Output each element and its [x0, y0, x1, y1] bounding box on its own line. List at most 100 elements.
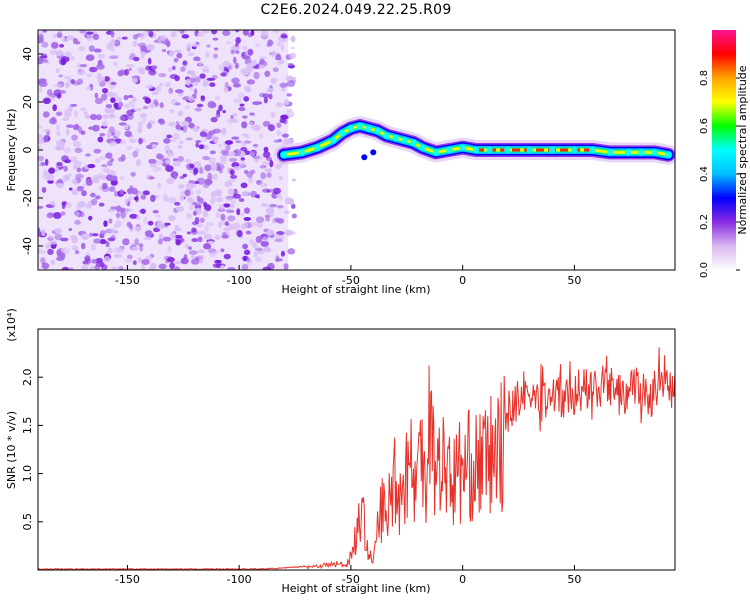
- noise-speckle: [47, 248, 54, 256]
- noise-speckle: [209, 150, 216, 155]
- noise-speckle: [227, 188, 235, 196]
- noise-speckle: [173, 227, 182, 232]
- noise-speckle: [193, 88, 198, 95]
- noise-speckle: [64, 110, 72, 118]
- noise-speckle: [124, 207, 134, 213]
- noise-speckle: [276, 122, 282, 129]
- noise-speckle: [38, 79, 47, 84]
- noise-speckle: [174, 102, 181, 106]
- noise-speckle: [235, 30, 240, 33]
- noise-speckle: [182, 60, 188, 66]
- spectrogram-x-tick-label: -100: [227, 274, 252, 287]
- noise-speckle: [242, 222, 248, 229]
- noise-speckle: [233, 83, 242, 88]
- noise-speckle: [56, 161, 63, 167]
- noise-speckle: [186, 212, 193, 219]
- snr-y-tick-label: 1.5: [21, 417, 34, 435]
- noise-speckle: [136, 214, 141, 220]
- noise-speckle: [176, 52, 183, 59]
- noise-speckle: [212, 53, 218, 59]
- noise-speckle: [168, 121, 176, 127]
- noise-speckle: [191, 43, 200, 48]
- ridge-point: [446, 146, 453, 154]
- noise-speckle: [139, 33, 145, 40]
- noise-speckle: [195, 189, 201, 195]
- ridge-point: [472, 146, 480, 154]
- noise-speckle: [41, 262, 50, 270]
- noise-speckle: [132, 260, 137, 266]
- noise-speckle: [99, 133, 106, 137]
- noise-speckle: [113, 39, 121, 47]
- noise-speckle: [41, 186, 47, 193]
- noise-speckle: [63, 165, 68, 172]
- noise-speckle: [121, 36, 128, 40]
- noise-speckle: [127, 198, 132, 202]
- noise-speckle: [173, 174, 177, 180]
- noise-speckle: [38, 249, 47, 254]
- noise-speckle: [242, 115, 248, 119]
- noise-speckle: [120, 211, 126, 219]
- noise-speckle: [93, 238, 101, 244]
- noise-speckle: [56, 183, 64, 189]
- noise-speckle: [84, 203, 93, 209]
- noise-speckle: [276, 205, 284, 209]
- spectrogram-x-tick-label: -50: [342, 274, 360, 287]
- noise-speckle: [187, 95, 195, 102]
- noise-speckle: [168, 215, 176, 222]
- noise-speckle: [76, 185, 84, 192]
- noise-speckle: [235, 140, 242, 144]
- noise-speckle: [40, 229, 46, 237]
- snr-y-multiplier: (x10⁴): [5, 308, 18, 342]
- noise-speckle: [137, 126, 143, 134]
- noise-speckle: [58, 58, 67, 66]
- spectrogram-x-label: Height of straight line (km): [281, 283, 430, 296]
- noise-speckle: [263, 246, 272, 251]
- noise-speckle: [101, 114, 110, 119]
- noise-speckle: [215, 113, 221, 118]
- noise-speckle: [188, 250, 198, 255]
- noise-speckle: [38, 57, 44, 65]
- snr-x-tick-label: 50: [567, 573, 581, 586]
- noise-speckle: [60, 247, 65, 253]
- noise-speckle: [46, 130, 50, 136]
- ridge-point: [280, 151, 288, 158]
- noise-speckle: [173, 57, 179, 63]
- noise-speckle: [107, 237, 115, 242]
- noise-speckle: [269, 188, 274, 193]
- noise-speckle: [182, 173, 188, 178]
- noise-speckle: [235, 36, 242, 44]
- noise-speckle: [147, 57, 152, 65]
- noise-speckle: [182, 125, 188, 133]
- snr-x-tick-label: -150: [115, 573, 140, 586]
- noise-speckle: [210, 190, 217, 199]
- spectrogram-x-tick-label: -150: [115, 274, 140, 287]
- noise-speckle: [63, 174, 68, 182]
- noise-speckle: [202, 30, 210, 34]
- noise-speckle: [217, 208, 226, 212]
- noise-speckle: [263, 96, 268, 104]
- noise-speckle: [69, 234, 78, 240]
- snr-y-tick-label: 2.0: [21, 368, 34, 386]
- noise-speckle: [114, 191, 119, 197]
- noise-speckle: [63, 147, 71, 154]
- noise-speckle: [113, 223, 122, 228]
- noise-speckle: [264, 168, 273, 173]
- noise-speckle: [262, 120, 271, 127]
- noise-speckle: [256, 222, 264, 228]
- noise-speckle: [96, 63, 105, 70]
- noise-speckle: [243, 96, 250, 102]
- noise-speckle: [242, 45, 248, 51]
- noise-speckle: [272, 187, 282, 195]
- noise-speckle: [248, 176, 253, 184]
- noise-speckle: [246, 171, 253, 178]
- noise-speckle: [110, 228, 117, 235]
- noise-speckle: [169, 109, 175, 114]
- noise-speckle: [89, 113, 98, 121]
- noise-speckle: [144, 236, 152, 241]
- noise-speckle: [242, 30, 250, 36]
- noise-speckle: [201, 65, 210, 73]
- snr-x-ticks: -150 -100 -50 0 50: [115, 565, 581, 586]
- noise-speckle: [147, 220, 154, 226]
- noise-speckle: [48, 167, 56, 174]
- noise-speckle: [109, 186, 116, 192]
